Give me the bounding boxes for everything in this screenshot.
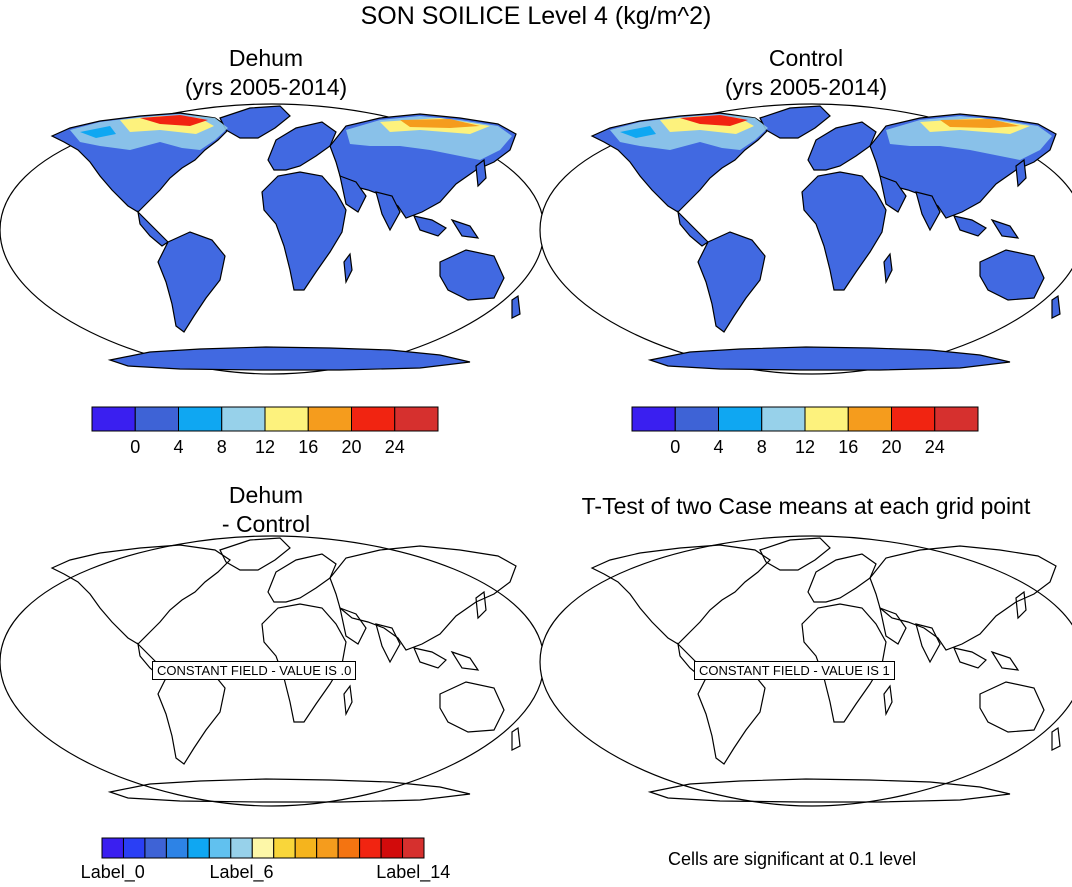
colorbar-panel-2-box-1 <box>674 406 719 432</box>
colorbar-panel-2-tick-label: 8 <box>756 437 767 457</box>
colorbar-panel-1-box-5 <box>307 406 352 432</box>
panel-4-title-line1: T-Test of two Case means at each grid po… <box>581 493 1031 519</box>
panel-2-ice-band <box>610 114 1052 160</box>
colorbar-panel-1-box-1 <box>134 406 179 432</box>
panel-1-title: Dehum (yrs 2005-2014) <box>116 44 416 102</box>
panel-1-ice-band <box>70 114 512 160</box>
colorbar-panel-1-box-6 <box>351 406 396 432</box>
colorbar-panel-2-box-2 <box>718 406 763 432</box>
panel-3-title-line1: Dehum <box>228 482 304 508</box>
colorbar-panel-3-box-9 <box>294 837 318 859</box>
colorbar-panel-2-box-3 <box>761 406 806 432</box>
panel-3-constant-field-note: CONSTANT FIELD - VALUE IS .0 <box>152 661 357 680</box>
colorbar-panel-2 <box>631 406 979 432</box>
colorbar-panel-3-box-1 <box>122 837 146 859</box>
colorbar-panel-3-box-11 <box>337 837 361 859</box>
colorbar-panel-1-box-2 <box>178 406 223 432</box>
significance-note: Cells are significant at 0.1 level <box>668 849 917 869</box>
colorbar-panel-1-tick-label: 12 <box>254 437 276 457</box>
panel-3-title-line2: - Control <box>221 511 311 537</box>
colorbar-panel-2-tick-label: 0 <box>670 437 681 457</box>
colorbar-panel-3-box-12 <box>359 837 382 859</box>
colorbar-panel-1-tick-label: 16 <box>298 437 319 457</box>
colorbar-panel-3-box-0 <box>101 837 124 859</box>
panel-2-title-line2: (yrs 2005-2014) <box>724 74 888 100</box>
colorbar-panel-3-box-2 <box>144 837 167 859</box>
colorbar-panel-2-box-5 <box>847 406 892 432</box>
colorbar-panel-3-tick-label: Label_6 <box>209 862 274 882</box>
colorbar-panel-3-box-4 <box>187 837 210 859</box>
colorbar-panel-1-box-0 <box>91 406 136 432</box>
colorbar-panel-1-box-7 <box>394 406 439 432</box>
panel-3-title: Dehum - Control <box>116 481 416 539</box>
panel-1-title-line1: Dehum <box>228 45 304 71</box>
colorbar-panel-3-box-7 <box>251 837 275 859</box>
colorbar-panel-2-box-6 <box>891 406 936 432</box>
figure-title: SON SOILICE Level 4 (kg/m^2) <box>360 2 712 30</box>
colorbar-panel-1-tick-label: 4 <box>173 437 184 457</box>
colorbar-panel-2-tick-label: 20 <box>881 437 902 457</box>
colorbar-panel-3-box-3 <box>165 837 189 859</box>
colorbar-panel-2-tick-label: 24 <box>924 437 945 457</box>
panel-2-title-line1: Control <box>768 45 844 71</box>
colorbar-panel-1-tick-label: 20 <box>341 437 362 457</box>
panel-1-title-line2: (yrs 2005-2014) <box>184 74 348 100</box>
colorbar-panel-2-box-4 <box>804 406 849 432</box>
colorbar-panel-3-tick-label: Label_0 <box>80 862 145 882</box>
colorbar-panel-1-box-4 <box>264 406 309 432</box>
panel-1-map <box>0 103 545 375</box>
colorbar-panel-3 <box>101 837 425 859</box>
colorbar-panel-2-tick-label: 12 <box>794 437 816 457</box>
colorbar-panel-2-tick-label: 4 <box>713 437 724 457</box>
colorbar-panel-3-box-5 <box>208 837 232 859</box>
colorbar-panel-1 <box>91 406 439 432</box>
colorbar-panel-3-box-8 <box>273 837 296 859</box>
colorbar-panel-1-tick-label: 0 <box>130 437 141 457</box>
panel-4-constant-field-note: CONSTANT FIELD - VALUE IS 1 <box>694 661 895 680</box>
colorbar-panel-2-box-0 <box>631 406 676 432</box>
panel-2-map <box>539 103 1072 375</box>
colorbar-panel-2-box-7 <box>934 406 979 432</box>
panel-4-title: T-Test of two Case means at each grid po… <box>536 492 1072 521</box>
panel-2-title: Control (yrs 2005-2014) <box>656 44 956 102</box>
colorbar-panel-3-box-6 <box>230 837 253 859</box>
colorbar-panel-1-box-3 <box>221 406 266 432</box>
colorbar-panel-3-box-13 <box>380 837 404 859</box>
colorbar-panel-1-tick-label: 8 <box>216 437 227 457</box>
colorbar-panel-1-tick-label: 24 <box>384 437 405 457</box>
colorbar-panel-3-box-10 <box>316 837 339 859</box>
colorbar-panel-3-tick-label: Label_14 <box>376 862 451 882</box>
colorbar-panel-2-tick-label: 16 <box>838 437 859 457</box>
colorbar-panel-3-box-14 <box>402 837 425 859</box>
